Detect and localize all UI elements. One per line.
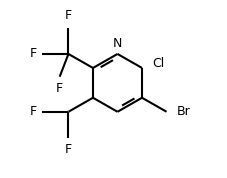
Text: N: N [112,37,122,50]
Text: F: F [56,82,63,95]
Text: F: F [30,105,37,118]
Text: Br: Br [176,105,190,118]
Text: F: F [30,48,37,61]
Text: Cl: Cl [152,57,164,70]
Text: F: F [65,9,72,22]
Text: F: F [65,143,72,156]
